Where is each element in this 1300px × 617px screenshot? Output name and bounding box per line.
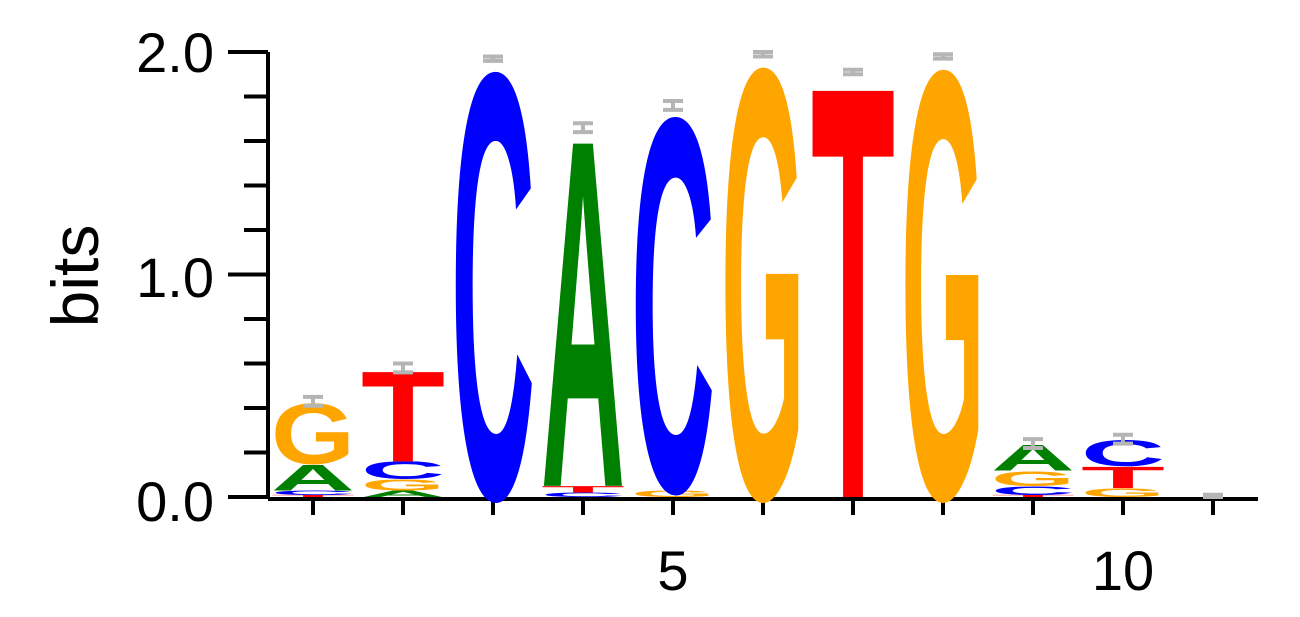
logo-letter-T-pos1: T [271,494,355,497]
logo-letter-A-pos2: A [361,489,445,499]
error-bar-pos11 [1203,492,1223,499]
error-bar-pos6 [753,50,773,59]
y-axis-label: bits [38,225,112,328]
logo-letter-C-pos4: C [541,491,625,498]
error-bar-pos1 [303,394,323,408]
logo-letter-C-pos3: C [451,0,535,617]
logo-letter-A-pos1: A [271,457,355,498]
x-tick-label-5: 5 [657,539,688,602]
logo-letter-T-pos7: T [811,0,895,617]
logo-letter-G-pos10: G [1081,486,1165,500]
y-tick-label-2: 2.0 [136,21,214,84]
error-bar-pos8 [933,52,953,61]
y-tick-label-1: 1.0 [136,246,214,309]
logo-letter-G-pos6: G [721,0,805,617]
error-bar-pos5 [663,98,683,112]
logo-letter-T-pos10: T [1081,460,1165,494]
x-tick-label-10: 10 [1092,539,1154,602]
logo-letter-C-pos5: C [631,7,715,604]
logo-letter-T-pos9: T [991,494,1075,497]
error-bar-pos4 [573,121,593,135]
logo-letter-G-pos8: G [901,0,985,617]
error-bar-pos9 [1023,437,1043,451]
logo-letter-G-pos9: G [991,467,1075,491]
logo-letter-G-pos2: G [361,477,445,494]
error-bar-pos7 [843,67,863,77]
logo-letter-T-pos4: T [541,484,625,494]
y-tick-label-0: 0.0 [136,470,214,533]
logo-letter-C-pos2: C [361,457,445,485]
error-bar-pos10 [1113,432,1133,446]
error-bar-pos3 [483,54,503,63]
logo-letter-C-pos9: C [991,484,1075,498]
logo-letter-C-pos1: C [271,489,355,496]
logo-letter-G-pos5: G [631,489,715,499]
logo-letter-A-pos4: A [541,36,625,592]
error-bar-pos2 [393,361,413,375]
